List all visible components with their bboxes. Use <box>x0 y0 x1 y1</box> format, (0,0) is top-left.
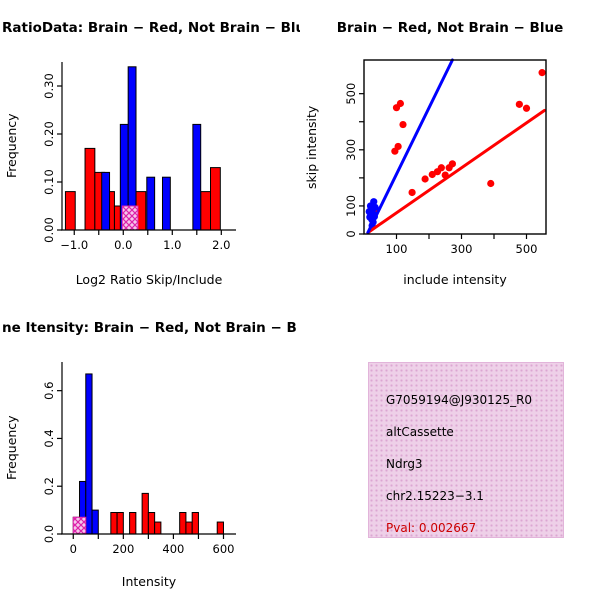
log2-ratio-y-axis-label: Frequency <box>4 113 19 179</box>
gene-intensity-y-axis-label: Frequency <box>4 415 19 481</box>
panel-event-info: G7059194@J930125_R0 altCassette Ndrg3 ch… <box>300 300 600 600</box>
info-box: G7059194@J930125_R0 altCassette Ndrg3 ch… <box>368 362 564 538</box>
log2-ratio-x-axis-label: Log2 Ratio Skip/Include <box>75 272 223 287</box>
svg-text:600: 600 <box>213 542 235 556</box>
svg-text:500: 500 <box>516 242 538 256</box>
info-probe-id: G7059194@J930125_R0 <box>386 393 533 407</box>
svg-text:−1.0: −1.0 <box>60 238 88 252</box>
svg-text:300: 300 <box>344 139 358 161</box>
intensity-scatter-chart: 100 300 500 0 100 300 500 <box>344 58 547 256</box>
svg-text:500: 500 <box>344 83 358 105</box>
svg-text:0.0: 0.0 <box>114 238 132 252</box>
svg-text:2.0: 2.0 <box>212 238 230 252</box>
svg-text:0.10: 0.10 <box>42 169 56 195</box>
info-gene-name: Ndrg3 <box>386 457 423 471</box>
info-locus: chr2.15223−3.1 <box>386 489 484 503</box>
svg-text:0.00: 0.00 <box>42 217 56 243</box>
panel-intensity-scatter: 100 300 500 0 100 300 500 Brain − Red, Not Bra… <box>300 0 600 300</box>
svg-text:100: 100 <box>344 195 358 217</box>
svg-text:0.4: 0.4 <box>42 429 56 447</box>
gene-intensity-histogram-chart: 0 200 400 600 0.0 0.2 0.4 0.6 <box>42 362 236 556</box>
log2-ratio-histogram-chart: −1.0 0.0 1.0 2.0 0.00 0.10 0.20 0.30 <box>42 62 236 252</box>
panel-gene-intensity-histogram: 0 200 400 600 0.0 0.2 0.4 0.6 ne Itensity: Brai… <box>0 300 300 600</box>
svg-text:0.30: 0.30 <box>42 73 56 99</box>
svg-text:0.2: 0.2 <box>42 477 56 495</box>
gene-intensity-x-axis-label: Intensity <box>121 574 177 589</box>
svg-text:0.0: 0.0 <box>42 525 56 543</box>
svg-text:0: 0 <box>344 230 358 237</box>
svg-text:300: 300 <box>451 242 473 256</box>
panel-log2-ratio-histogram: −1.0 0.0 1.0 2.0 0.00 0.10 0.20 0.30 RatioData:… <box>0 0 300 300</box>
svg-text:0.20: 0.20 <box>42 121 56 147</box>
svg-text:400: 400 <box>162 542 184 556</box>
svg-text:200: 200 <box>112 542 134 556</box>
scatter-x-axis-label: include intensity <box>403 272 507 287</box>
scatter-title: Brain − Red, Not Brain − Blue <box>336 20 564 36</box>
scatter-y-axis-label: skip intensity <box>304 105 319 189</box>
info-pval: Pval: 0.002667 <box>386 521 477 535</box>
svg-text:0: 0 <box>70 542 77 556</box>
svg-text:1.0: 1.0 <box>163 238 181 252</box>
info-event-type: altCassette <box>386 425 454 439</box>
log2-ratio-histogram-title: RatioData: Brain − Red, Not Brain − Blu <box>2 20 300 36</box>
gene-intensity-histogram-title: ne Itensity: Brain − Red, Not Brain − B <box>2 320 297 336</box>
svg-text:0.6: 0.6 <box>42 382 56 400</box>
svg-text:100: 100 <box>386 242 408 256</box>
